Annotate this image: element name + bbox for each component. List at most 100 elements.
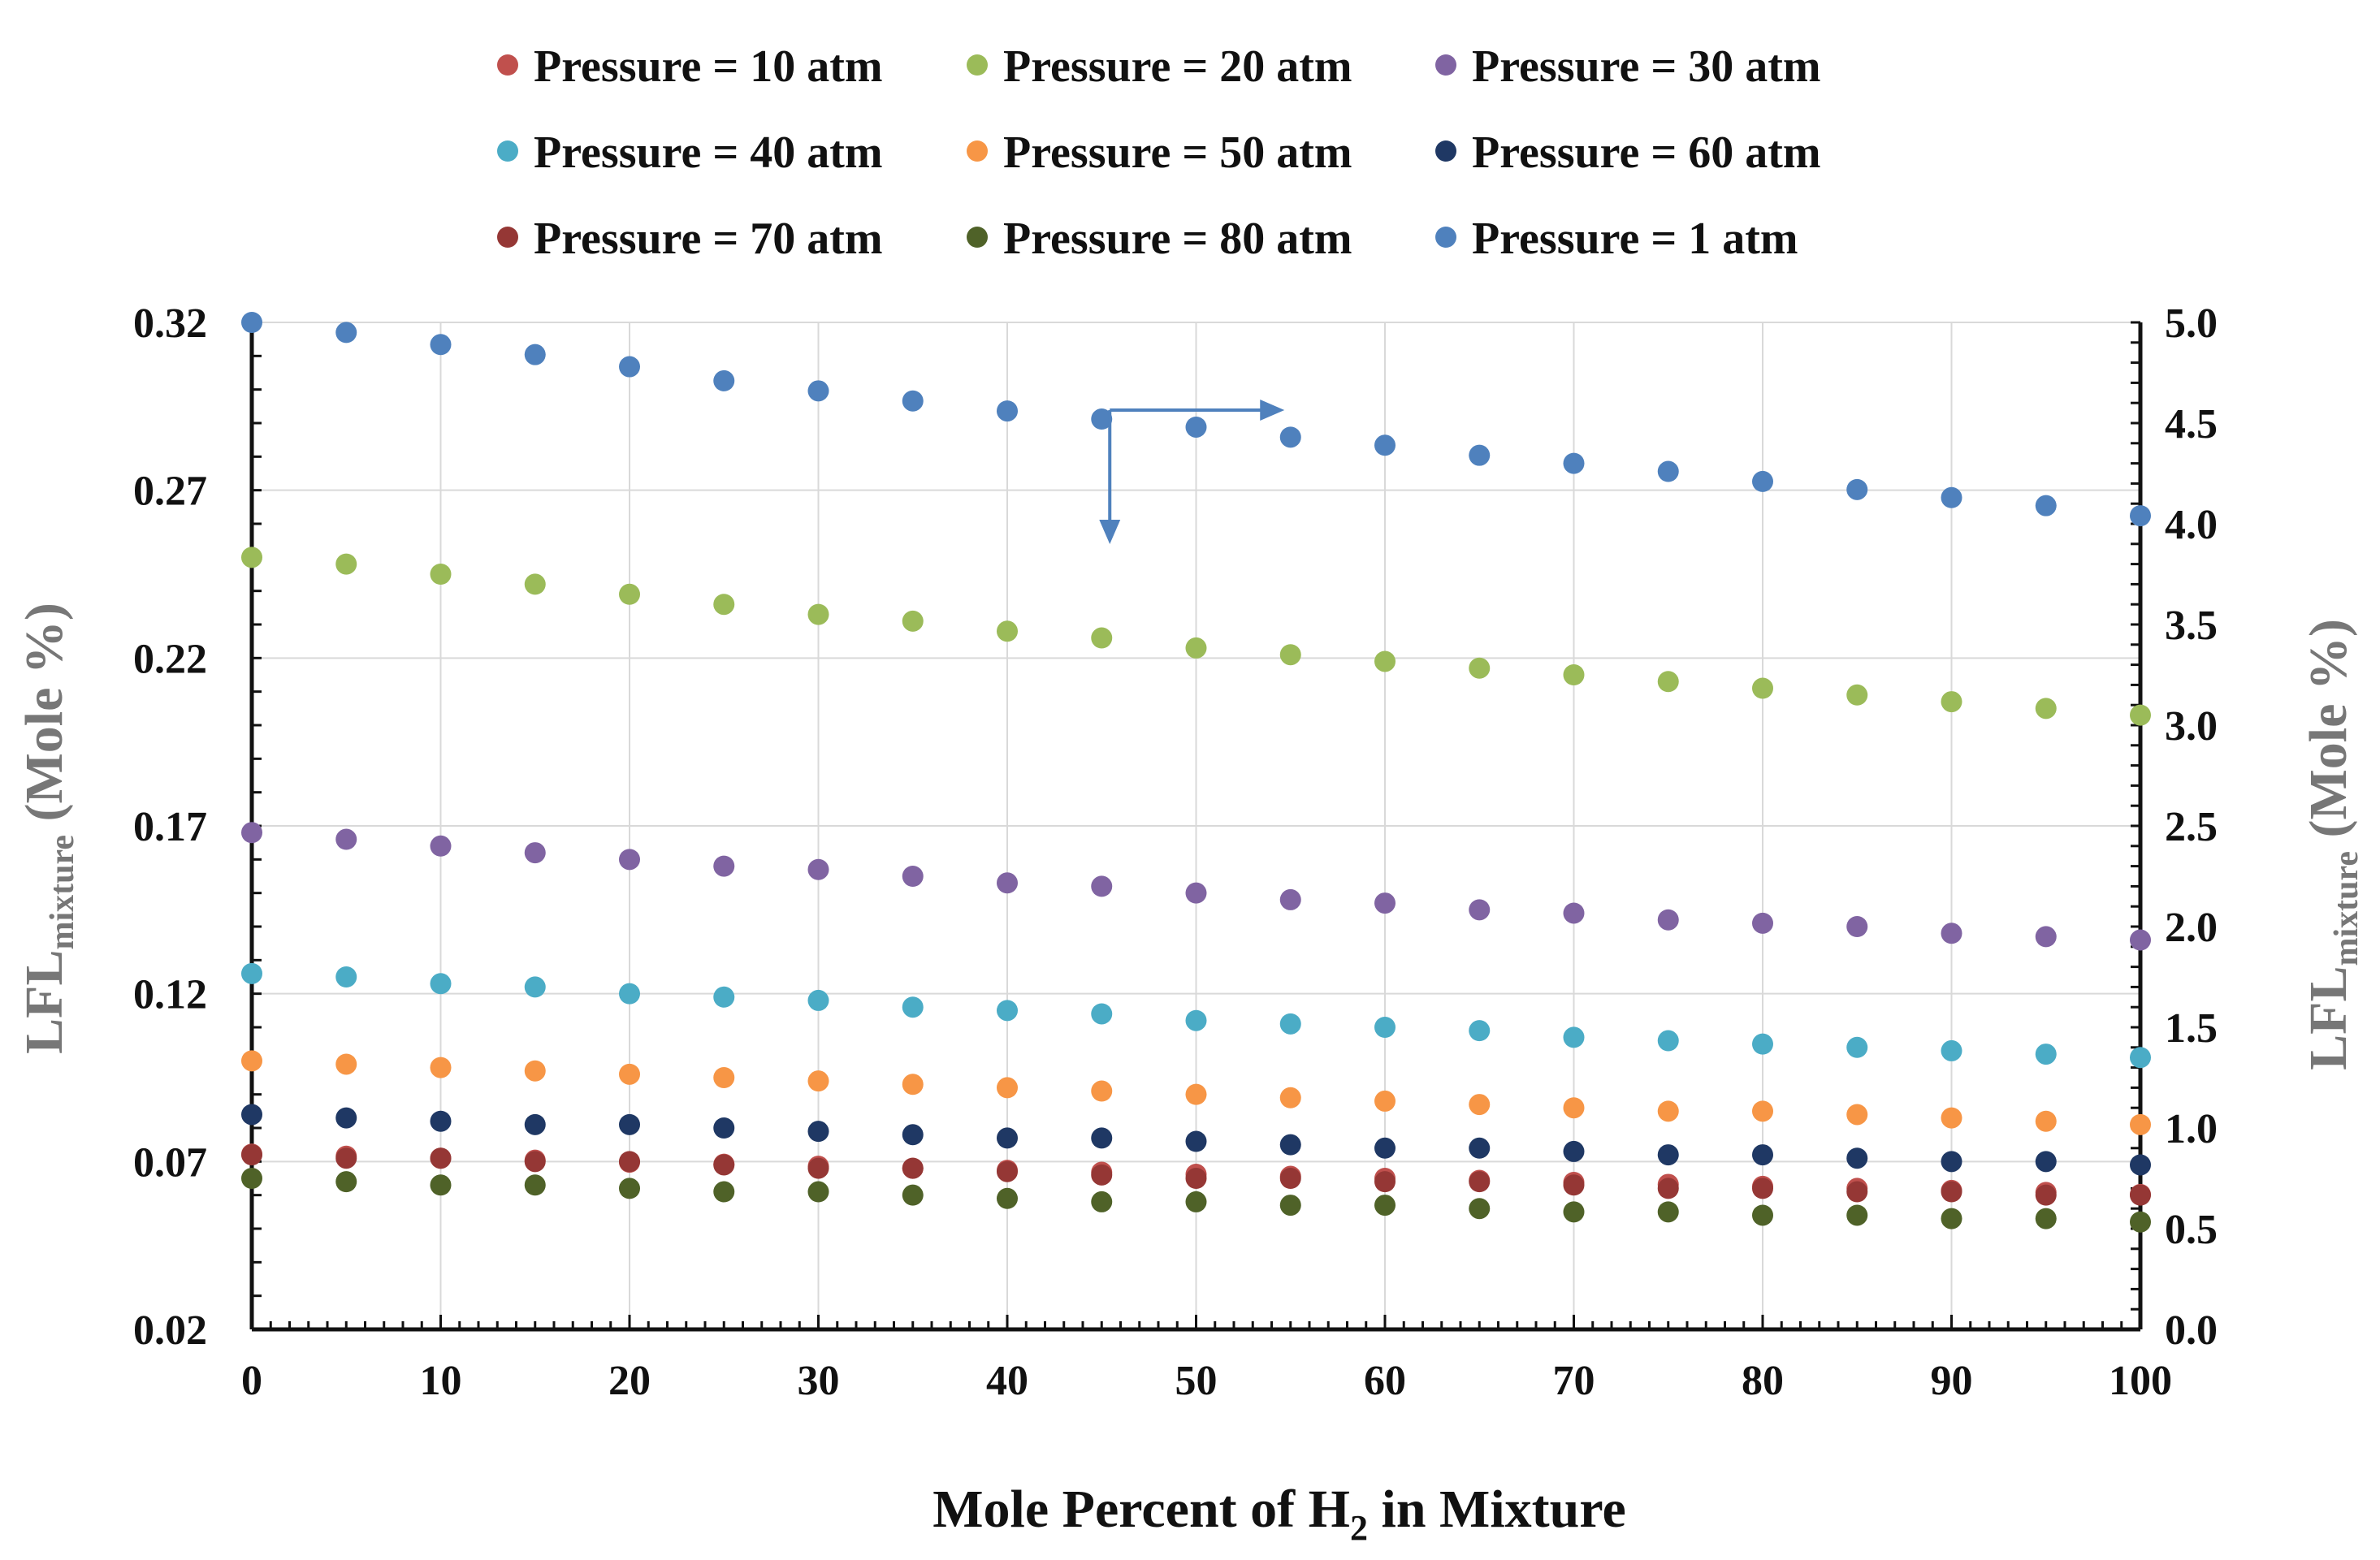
annotation-arrow-right-head	[1260, 400, 1285, 421]
data-point	[619, 1063, 640, 1085]
data-point	[619, 1151, 640, 1173]
data-point	[1846, 478, 1868, 500]
data-point	[902, 610, 924, 632]
data-point	[1941, 923, 1962, 944]
data-point	[1091, 1003, 1113, 1025]
data-point	[2130, 929, 2151, 951]
data-point	[1752, 912, 1773, 934]
data-point	[1657, 1144, 1679, 1166]
y-axis-label-right: LFLmixture (Mole %)	[2299, 619, 2365, 1070]
data-point	[1846, 916, 1868, 937]
data-point	[1941, 1039, 1962, 1061]
data-point	[1563, 1026, 1585, 1048]
data-point	[1941, 1181, 1962, 1203]
data-point	[997, 1127, 1018, 1149]
data-point	[1657, 460, 1679, 482]
data-point	[1846, 1104, 1868, 1126]
data-point	[1941, 486, 1962, 508]
data-point	[2130, 1154, 2151, 1176]
data-point	[619, 849, 640, 871]
data-point	[902, 390, 924, 412]
data-point	[619, 1178, 640, 1199]
data-point	[1374, 1017, 1396, 1038]
data-point	[430, 973, 452, 995]
data-point	[1185, 1083, 1207, 1105]
data-point	[335, 828, 357, 850]
data-point	[1091, 408, 1113, 430]
data-point	[713, 855, 735, 877]
data-point	[1469, 899, 1491, 921]
data-point	[2130, 1113, 2151, 1135]
legend: Pressure = 10 atm Pressure = 20 atm Pressu…	[497, 41, 1821, 264]
y-right-tick-label: 2.5	[2165, 804, 2218, 850]
legend-marker	[967, 54, 988, 76]
data-point	[2130, 704, 2151, 726]
data-point	[1091, 875, 1113, 897]
data-point	[335, 1053, 357, 1075]
x-tick-label: 30	[798, 1358, 840, 1404]
x-tick-label: 60	[1364, 1358, 1406, 1404]
data-point	[997, 1187, 1018, 1209]
data-point	[713, 594, 735, 616]
data-point	[1374, 650, 1396, 672]
data-point	[807, 1157, 829, 1179]
data-point	[430, 835, 452, 857]
y-right-tick-label: 1.0	[2165, 1106, 2218, 1152]
data-point	[1846, 1147, 1868, 1169]
data-point	[1657, 1201, 1679, 1223]
data-point	[902, 866, 924, 887]
data-point	[1563, 1201, 1585, 1223]
data-point	[1846, 1204, 1868, 1226]
data-point	[2035, 926, 2057, 948]
data-point	[1279, 1168, 1301, 1189]
data-point	[2130, 1211, 2151, 1233]
legend-label: Pressure = 50 atm	[1003, 127, 1352, 178]
data-point	[524, 1060, 546, 1082]
legend-marker	[497, 140, 518, 162]
legend-label: Pressure = 40 atm	[534, 127, 883, 178]
data-point	[241, 1050, 262, 1072]
data-point	[1185, 1191, 1207, 1212]
data-point	[1469, 1171, 1491, 1193]
data-point	[1941, 1107, 1962, 1129]
data-point	[1846, 1181, 1868, 1203]
data-point	[241, 312, 262, 333]
data-point	[2035, 1044, 2057, 1065]
annotation-arrow-down-head	[1099, 520, 1121, 544]
y-left-tick-label: 0.17	[133, 804, 207, 850]
annotation-arrows	[1099, 400, 1285, 544]
data-point	[713, 1067, 735, 1088]
data-point	[524, 573, 546, 595]
x-tick-label: 10	[420, 1358, 462, 1404]
data-point	[241, 962, 262, 984]
data-point	[1469, 1137, 1491, 1159]
data-point	[1657, 671, 1679, 693]
data-point	[997, 620, 1018, 642]
data-point	[1563, 452, 1585, 474]
data-point	[1563, 1140, 1585, 1162]
data-point	[1752, 1204, 1773, 1226]
data-point	[619, 356, 640, 378]
data-point	[713, 369, 735, 391]
data-point	[902, 1124, 924, 1146]
legend-marker	[967, 227, 988, 248]
data-point	[1563, 902, 1585, 924]
data-point	[2130, 505, 2151, 527]
data-point	[1091, 1127, 1113, 1149]
data-point	[1941, 1151, 1962, 1173]
data-point	[1374, 1171, 1396, 1193]
data-point	[902, 1157, 924, 1179]
data-point	[713, 1181, 735, 1203]
data-point	[335, 322, 357, 344]
data-point	[524, 344, 546, 365]
data-point	[997, 1000, 1018, 1022]
data-point	[807, 603, 829, 625]
data-point	[1563, 664, 1585, 685]
x-tick-label: 100	[2109, 1358, 2172, 1404]
data-point	[524, 842, 546, 864]
data-point	[1469, 657, 1491, 679]
legend-marker	[497, 227, 518, 248]
data-point	[335, 966, 357, 987]
data-point	[335, 553, 357, 575]
